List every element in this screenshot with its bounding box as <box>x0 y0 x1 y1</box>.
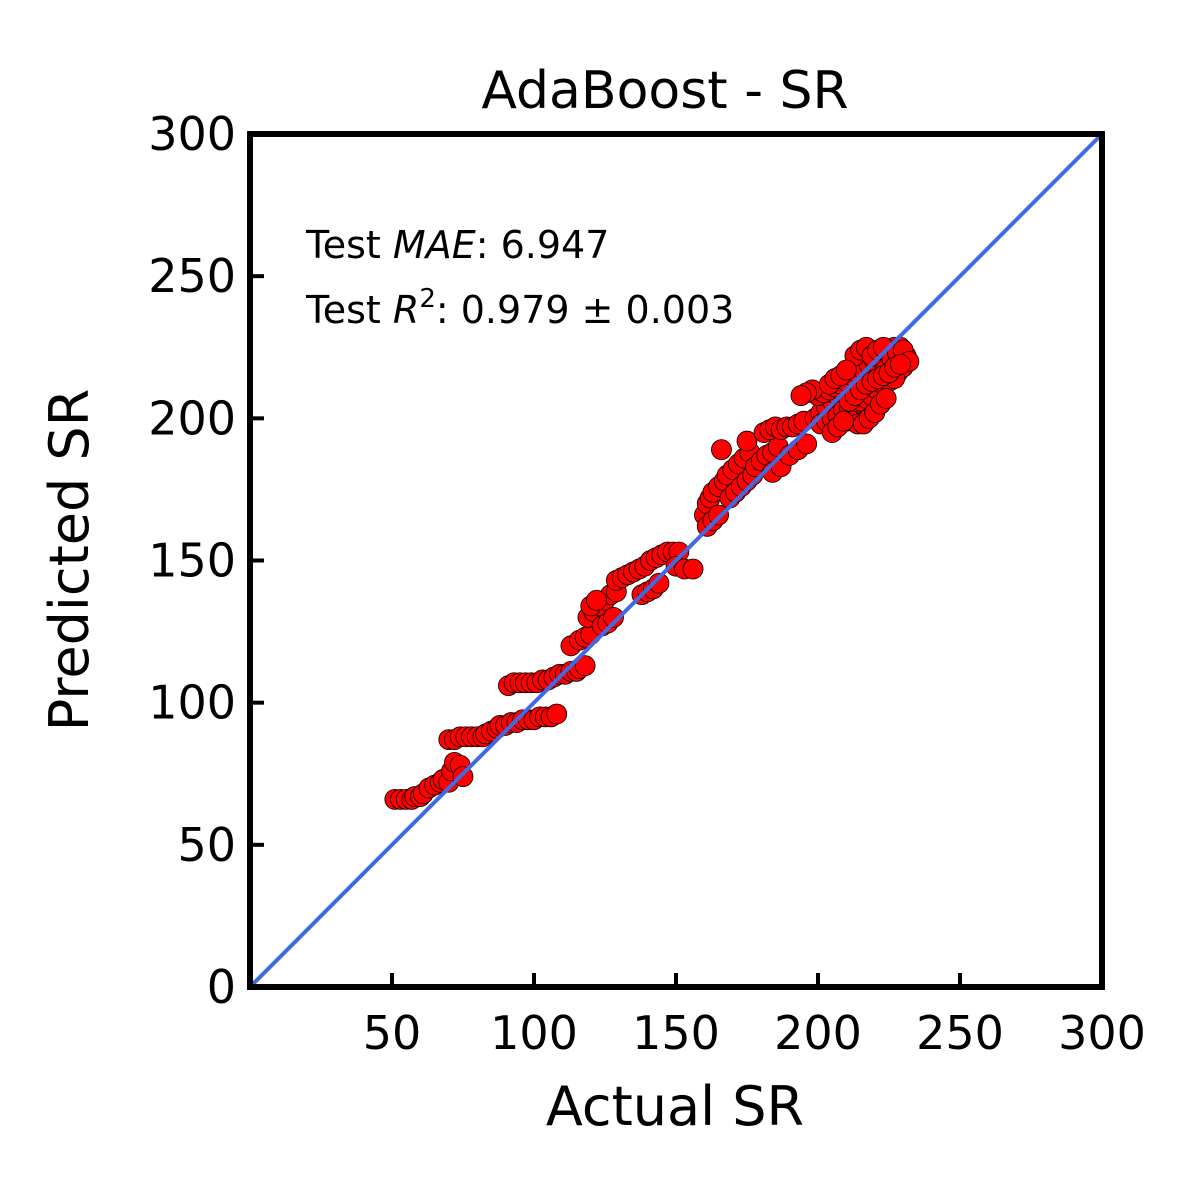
x-tick-label: 200 <box>774 1006 862 1060</box>
x-tick-label: 300 <box>1058 1006 1146 1060</box>
mae-symbol: MAE <box>393 223 476 267</box>
x-tick-label: 50 <box>363 1006 422 1060</box>
mae-value: : 6.947 <box>476 223 610 267</box>
x-tick-label: 150 <box>632 1006 720 1060</box>
data-point <box>836 359 857 381</box>
data-point <box>708 504 729 526</box>
data-point <box>889 353 911 375</box>
r2-annotation: Test R2: 0.979 ± 0.003 <box>305 284 734 332</box>
data-point <box>790 385 812 406</box>
r2-symbol: R <box>393 288 419 332</box>
y-tick-label: 200 <box>148 391 236 445</box>
x-tick-label: 250 <box>916 1006 1004 1060</box>
data-point <box>603 606 624 628</box>
mae-annotation: Test MAE: 6.947 <box>305 223 609 267</box>
data-point <box>546 703 568 725</box>
mae-prefix: Test <box>305 223 393 267</box>
r2-exponent: 2 <box>419 284 436 314</box>
points-layer <box>384 336 920 810</box>
y-axis-label: Predicted SR <box>38 389 101 731</box>
y-tick-label: 150 <box>148 534 236 588</box>
y-tick-label: 100 <box>148 676 236 730</box>
x-tick-label: 100 <box>490 1006 578 1060</box>
r2-prefix: Test <box>305 288 393 332</box>
y-tick-label: 0 <box>207 960 236 1014</box>
data-point <box>833 410 854 432</box>
ticks-layer: 50 100 150 200 250 300 0 50 100 150 200 250 300 <box>148 107 1146 1060</box>
data-point <box>682 558 704 580</box>
chart-title: AdaBoost - SR <box>481 61 848 121</box>
y-tick-label: 300 <box>148 107 236 161</box>
data-point <box>875 388 897 409</box>
data-point <box>736 430 758 452</box>
data-point <box>586 589 607 611</box>
data-point <box>796 433 818 455</box>
y-tick-label: 50 <box>177 818 236 872</box>
y-tick-label: 250 <box>148 249 236 303</box>
data-point <box>648 572 670 594</box>
data-point <box>574 655 596 677</box>
data-point <box>452 766 474 787</box>
data-point <box>711 439 732 461</box>
identity-reference-line <box>248 132 1104 989</box>
x-axis-label: Actual SR <box>546 1075 804 1138</box>
r2-value: : 0.979 ± 0.003 <box>436 288 734 332</box>
